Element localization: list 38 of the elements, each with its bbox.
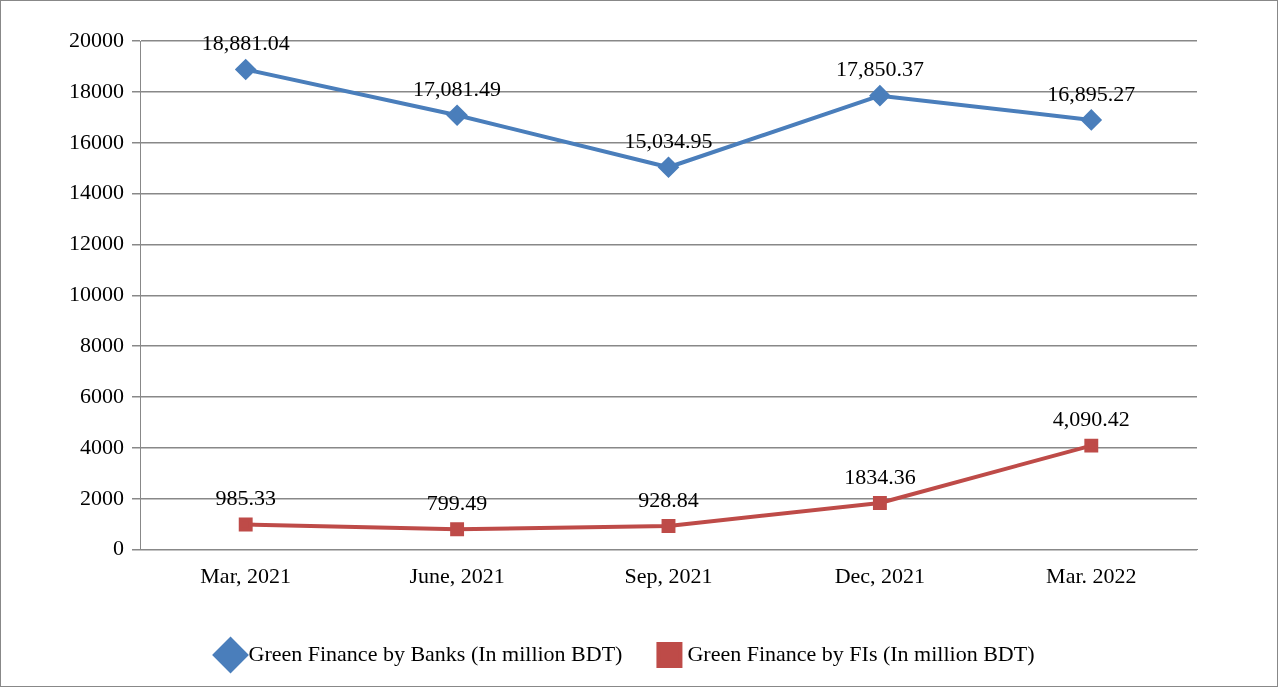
legend-label: Green Finance by FIs (In million BDT) (687, 640, 1035, 666)
y-tick-label: 18000 (69, 77, 124, 103)
point (238, 517, 253, 532)
data-label: 17,081.49 (413, 76, 502, 101)
y-tick-label: 0 (113, 535, 124, 561)
point (1084, 438, 1099, 453)
data-label: 985.33 (215, 485, 276, 511)
point (1081, 109, 1102, 130)
point (872, 496, 887, 510)
y-tick-label: 2000 (80, 484, 124, 510)
y-tick-label: 6000 (80, 382, 124, 408)
y-tick-label: 10000 (69, 281, 124, 307)
point (447, 105, 468, 126)
y-tick-label: 4000 (80, 433, 124, 459)
y-tick-label: 14000 (69, 179, 124, 205)
x-tick-label: Mar, 2021 (200, 562, 292, 588)
legend-label: Green Finance by Banks (In million BDT) (248, 640, 623, 666)
data-label: 15,034.95 (624, 128, 713, 154)
data-label: 4,090.42 (1052, 406, 1130, 432)
point (869, 85, 890, 106)
y-tick-label: 20000 (69, 26, 124, 52)
data-label: 16,895.27 (1047, 80, 1136, 106)
x-tick-label: Mar. 2022 (1046, 562, 1137, 588)
y-tick-label: 16000 (69, 128, 124, 154)
x-tick-label: Dec, 2021 (834, 562, 926, 588)
point (658, 157, 679, 178)
data-label: 928.84 (638, 486, 699, 512)
data-label: 17,850.37 (835, 56, 924, 82)
data-label: 1834.36 (844, 463, 916, 489)
y-tick-label: 12000 (69, 230, 124, 256)
data-label: 799.49 (426, 490, 488, 516)
data-label: 18,881.04 (201, 30, 290, 56)
point (661, 519, 676, 533)
x-tick-label: June, 2021 (409, 562, 505, 588)
x-tick-label: Sep, 2021 (624, 562, 713, 588)
point (450, 522, 465, 537)
point (235, 59, 256, 80)
y-tick-label: 8000 (80, 331, 124, 357)
